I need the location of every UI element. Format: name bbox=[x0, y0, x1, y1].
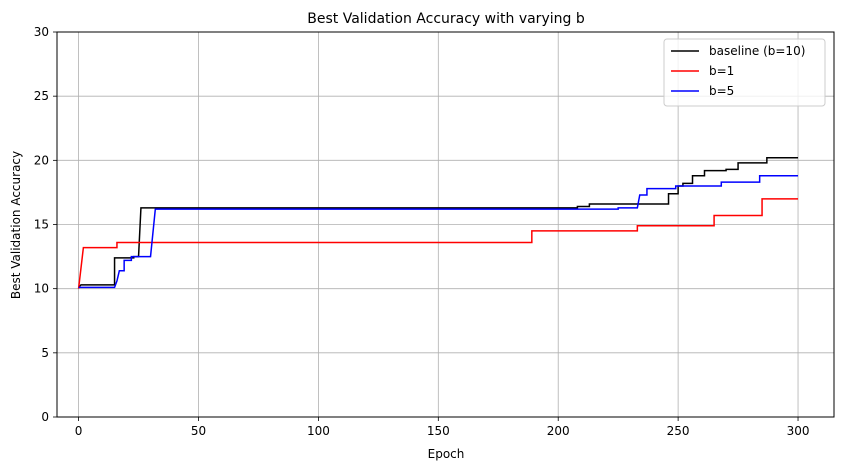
y-tick-label: 0 bbox=[41, 410, 49, 424]
y-tick-label: 10 bbox=[34, 282, 49, 296]
legend-label: b=1 bbox=[709, 64, 734, 78]
x-axis-label: Epoch bbox=[428, 447, 465, 461]
legend: baseline (b=10) b=1 b=5 bbox=[663, 38, 826, 107]
chart-title: Best Validation Accuracy with varying b bbox=[307, 11, 585, 27]
x-axis: 0 50 100 150 200 250 300 bbox=[75, 417, 810, 438]
x-tick-label: 250 bbox=[667, 424, 690, 438]
series-layer bbox=[77, 157, 799, 289]
y-tick-label: 30 bbox=[34, 25, 49, 39]
y-tick-label: 25 bbox=[34, 89, 49, 103]
series-line bbox=[77, 198, 799, 289]
x-tick-label: 0 bbox=[75, 424, 83, 438]
x-tick-label: 150 bbox=[427, 424, 450, 438]
series-line bbox=[78, 174, 799, 289]
x-tick-label: 300 bbox=[787, 424, 810, 438]
y-tick-label: 15 bbox=[34, 218, 49, 232]
y-tick-label: 20 bbox=[34, 153, 49, 167]
y-axis: 0 5 10 15 20 25 30 bbox=[34, 25, 57, 424]
y-axis-label: Best Validation Accuracy bbox=[9, 151, 23, 299]
legend-label: baseline (b=10) bbox=[709, 44, 805, 58]
x-tick-label: 100 bbox=[307, 424, 330, 438]
y-tick-label: 5 bbox=[41, 346, 49, 360]
x-tick-label: 50 bbox=[191, 424, 206, 438]
x-tick-label: 200 bbox=[547, 424, 570, 438]
legend-label: b=5 bbox=[709, 84, 734, 98]
legend-box bbox=[663, 38, 826, 107]
